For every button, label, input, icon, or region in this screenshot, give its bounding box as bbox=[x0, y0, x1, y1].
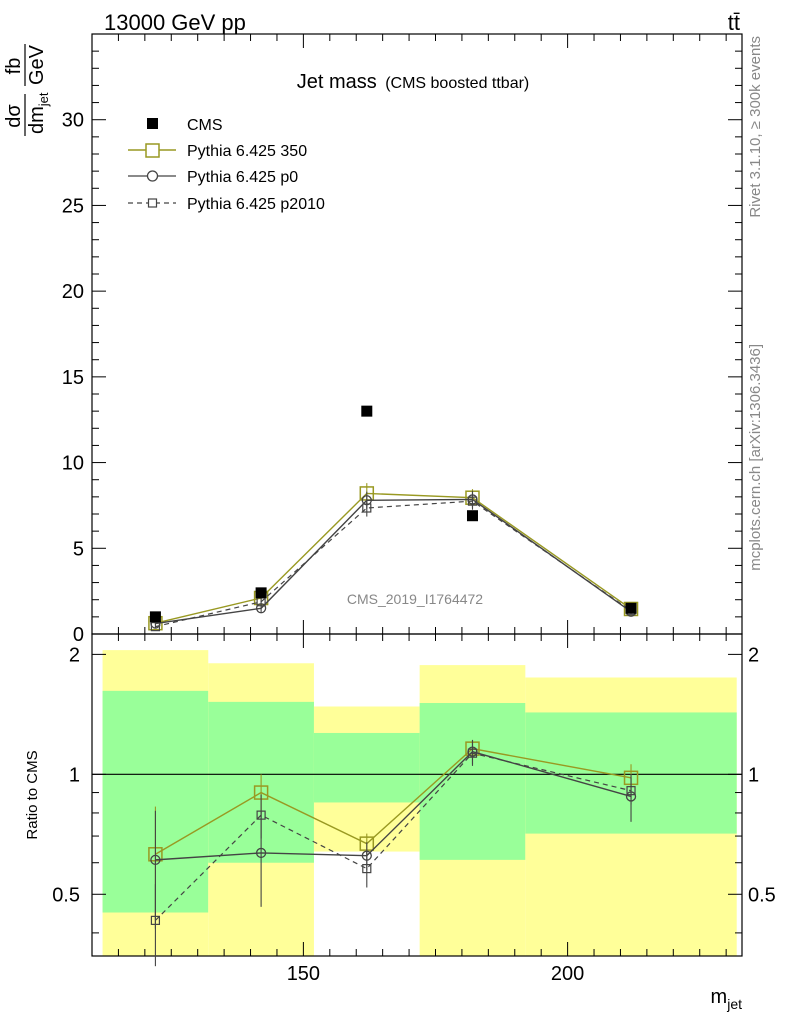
rivet-label: Rivet 3.1.10, ≥ 300k events bbox=[747, 36, 764, 218]
main-series-point bbox=[255, 587, 267, 599]
main-y-tick-label: 15 bbox=[62, 367, 84, 389]
ratio-y-axis-label: Ratio to CMS bbox=[24, 750, 41, 839]
legend-item-pythia-p0: Pythia 6.425 p0 bbox=[128, 169, 298, 186]
ratio-band-green-3 bbox=[419, 703, 526, 860]
y-label-numerator: dσ bbox=[3, 104, 25, 128]
legend-marker-pythia-p2010 bbox=[147, 198, 158, 208]
legend-marker-cms bbox=[147, 118, 158, 129]
main-y-axis-label: dσ dmjet fb GeV bbox=[3, 44, 51, 136]
main-series-point bbox=[362, 503, 372, 513]
ratio-band-green-2 bbox=[313, 732, 420, 803]
plot-title-sub: (CMS boosted ttbar) bbox=[385, 75, 529, 92]
ratio-series-line-2 bbox=[154, 752, 632, 921]
main-series-point bbox=[361, 405, 373, 417]
legend-marker-pythia-350 bbox=[145, 143, 160, 158]
main-series-line-3 bbox=[155, 500, 632, 628]
header-energy: 13000 GeV pp bbox=[104, 10, 246, 35]
ratio-y-tick-label: 1 bbox=[69, 764, 80, 786]
ratio-x-tick-label: 150 bbox=[287, 963, 320, 985]
ratio-y-tick-label: 2 bbox=[69, 644, 80, 666]
main-series-point bbox=[149, 611, 161, 623]
mcplots-label: mcplots.cern.ch [arXiv:1306.3436] bbox=[747, 344, 764, 571]
ratio-y-tick-label-right: 0.5 bbox=[748, 884, 776, 906]
ratio-y-tick-label: 0.5 bbox=[52, 884, 80, 906]
main-y-tick-label: 0 bbox=[73, 624, 84, 646]
x-axis-label: mjet bbox=[711, 986, 743, 1012]
legend: CMS Pythia 6.425 350 Pythia 6.425 p0 Pyt… bbox=[128, 117, 325, 213]
y-label-denominator: dmjet bbox=[26, 92, 51, 134]
y-label-unit-numerator: fb bbox=[3, 58, 25, 75]
main-series-point bbox=[625, 602, 637, 614]
ratio-series-point bbox=[150, 854, 161, 866]
ratio-y-tick-label-right: 2 bbox=[748, 644, 759, 666]
header-process: tt̄ bbox=[728, 10, 740, 35]
ratio-x-tick-label: 200 bbox=[551, 963, 584, 985]
ratio-series-point bbox=[626, 786, 636, 796]
legend-label-cms: CMS bbox=[187, 117, 223, 134]
ratio-series-point bbox=[255, 847, 267, 859]
ratio-uncertainty-bands bbox=[92, 650, 742, 956]
legend-item-cms: CMS bbox=[147, 117, 223, 134]
analysis-label: CMS_2019_I1764472 bbox=[347, 591, 483, 607]
main-series-point bbox=[467, 496, 478, 506]
ratio-series-point bbox=[467, 748, 478, 758]
main-series-point bbox=[150, 622, 161, 632]
ratio-frame bbox=[91, 633, 743, 957]
y-label-unit-denominator: GeV bbox=[26, 44, 48, 85]
main-y-tick-label: 20 bbox=[62, 281, 84, 303]
main-panel: 0 5 10 15 20 25 30 bbox=[62, 33, 743, 646]
ratio-y-tick-label-right: 1 bbox=[748, 764, 759, 786]
legend-label-pythia-350: Pythia 6.425 350 bbox=[187, 143, 307, 160]
ratio-series-point bbox=[362, 863, 372, 874]
main-y-tick-label: 25 bbox=[62, 195, 84, 217]
plot-title-main: Jet mass bbox=[297, 71, 377, 93]
ratio-series-point bbox=[256, 810, 266, 820]
legend-item-pythia-p2010: Pythia 6.425 p2010 bbox=[128, 196, 325, 213]
ratio-panel: 150 200 0.5 0.5 1 1 2 2 bbox=[52, 633, 776, 985]
legend-item-pythia-350: Pythia 6.425 350 bbox=[128, 143, 307, 160]
main-y-tick-label: 30 bbox=[62, 110, 84, 132]
main-series-point bbox=[466, 510, 478, 522]
main-y-tick-label: 10 bbox=[62, 453, 84, 475]
main-y-tick-label: 5 bbox=[73, 538, 84, 560]
legend-label-pythia-p0: Pythia 6.425 p0 bbox=[187, 169, 298, 186]
legend-marker-pythia-p0 bbox=[146, 170, 159, 182]
main-series-point bbox=[623, 601, 639, 617]
plot-title: Jet mass (CMS boosted ttbar) bbox=[297, 71, 530, 93]
ratio-series-point bbox=[150, 915, 161, 925]
legend-label-pythia-p2010: Pythia 6.425 p2010 bbox=[187, 196, 325, 213]
